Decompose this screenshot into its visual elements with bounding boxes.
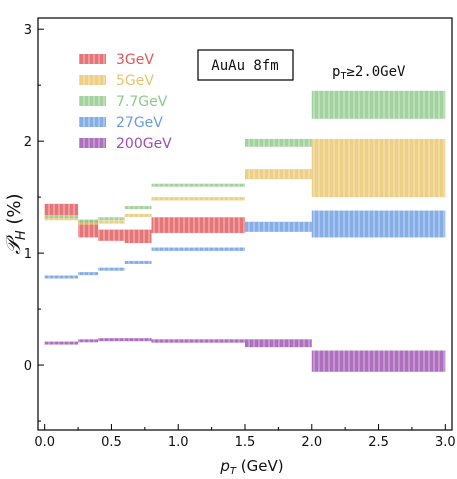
band-27gev-2 xyxy=(98,267,125,271)
legend-label: 27GeV xyxy=(116,115,163,131)
annotation-pt-cut: pT≥2.0GeV xyxy=(332,64,406,82)
band-27gev-4 xyxy=(151,247,245,251)
x-axis-label: pT (GeV) xyxy=(219,457,283,477)
legend-swatch xyxy=(79,96,106,106)
band-200gev-1 xyxy=(78,339,99,343)
band-27gev-3 xyxy=(124,260,152,264)
y-axis-label: 𝒫H (%) xyxy=(1,193,29,254)
legend-swatch xyxy=(79,75,106,85)
band-7-7gev-2 xyxy=(98,217,125,221)
band-5gev-1 xyxy=(78,221,99,225)
band-7-7gev-4 xyxy=(151,183,245,187)
plot-frame xyxy=(37,17,453,431)
annotation-system-box: AuAu 8fm xyxy=(197,49,294,81)
band-27gev-6 xyxy=(311,210,446,238)
legend: 3GeV 5GeV 7.7GeV 27GeV 200GeV xyxy=(79,52,172,152)
x-tick-label: 0.5 xyxy=(101,435,122,450)
x-tick-label: 2.0 xyxy=(301,435,322,450)
band-7-7gev-5 xyxy=(245,138,312,147)
band-7-7gev-3 xyxy=(124,206,152,210)
band-layer xyxy=(44,90,446,372)
band-3gev-0 xyxy=(44,203,79,216)
band-7-7gev-0 xyxy=(44,215,79,219)
legend-label: 7.7GeV xyxy=(116,94,168,110)
band-3gev-4 xyxy=(151,217,245,233)
band-5gev-4 xyxy=(151,197,245,201)
legend-label: 200GeV xyxy=(116,136,172,152)
legend-label: 5GeV xyxy=(116,73,154,89)
band-200gev-4 xyxy=(151,339,245,343)
band-3gev-3 xyxy=(124,229,152,244)
band-200gev-5 xyxy=(245,339,312,348)
legend-swatch xyxy=(79,117,106,127)
x-tick-label: 3.0 xyxy=(435,435,456,450)
band-5gev-3 xyxy=(124,213,152,217)
y-tick-label: 0 xyxy=(24,359,32,374)
annotation-system: AuAu 8fm xyxy=(211,58,278,74)
tick-layer: 0.0 0.5 1.0 1.5 2.0 2.5 3.0 0 1 2 3 xyxy=(24,23,456,450)
legend-item: 5GeV xyxy=(79,73,154,89)
y-tick-label: 1 xyxy=(24,247,32,262)
x-tick-label: 1.0 xyxy=(168,435,189,450)
band-200gev-2 xyxy=(98,338,125,342)
x-tick-label: 2.5 xyxy=(368,435,389,450)
band-7-7gev-1 xyxy=(78,219,99,223)
band-7-7gev-6 xyxy=(311,90,446,119)
legend-item: 200GeV xyxy=(79,136,172,152)
band-27gev-0 xyxy=(44,275,79,279)
band-5gev-5 xyxy=(245,169,312,180)
legend-item: 3GeV xyxy=(79,52,154,68)
legend-label: 3GeV xyxy=(116,52,154,68)
band-3gev-1 xyxy=(78,220,99,238)
y-tick-label: 3 xyxy=(24,23,32,38)
band-3gev-2 xyxy=(98,229,125,241)
band-5gev-2 xyxy=(98,220,125,224)
band-5gev-6 xyxy=(311,138,446,198)
band-5gev-0 xyxy=(44,217,79,221)
legend-item: 27GeV xyxy=(79,115,163,131)
band-200gev-0 xyxy=(44,341,79,345)
legend-swatch xyxy=(79,54,106,64)
legend-item: 7.7GeV xyxy=(79,94,168,110)
band-27gev-1 xyxy=(78,272,99,276)
y-tick-label: 2 xyxy=(24,135,32,150)
band-27gev-5 xyxy=(245,221,312,232)
legend-swatch xyxy=(79,138,106,148)
x-tick-label: 0.0 xyxy=(34,435,55,450)
x-tick-label: 1.5 xyxy=(235,435,256,450)
band-200gev-3 xyxy=(124,338,152,342)
band-200gev-6 xyxy=(311,350,446,372)
